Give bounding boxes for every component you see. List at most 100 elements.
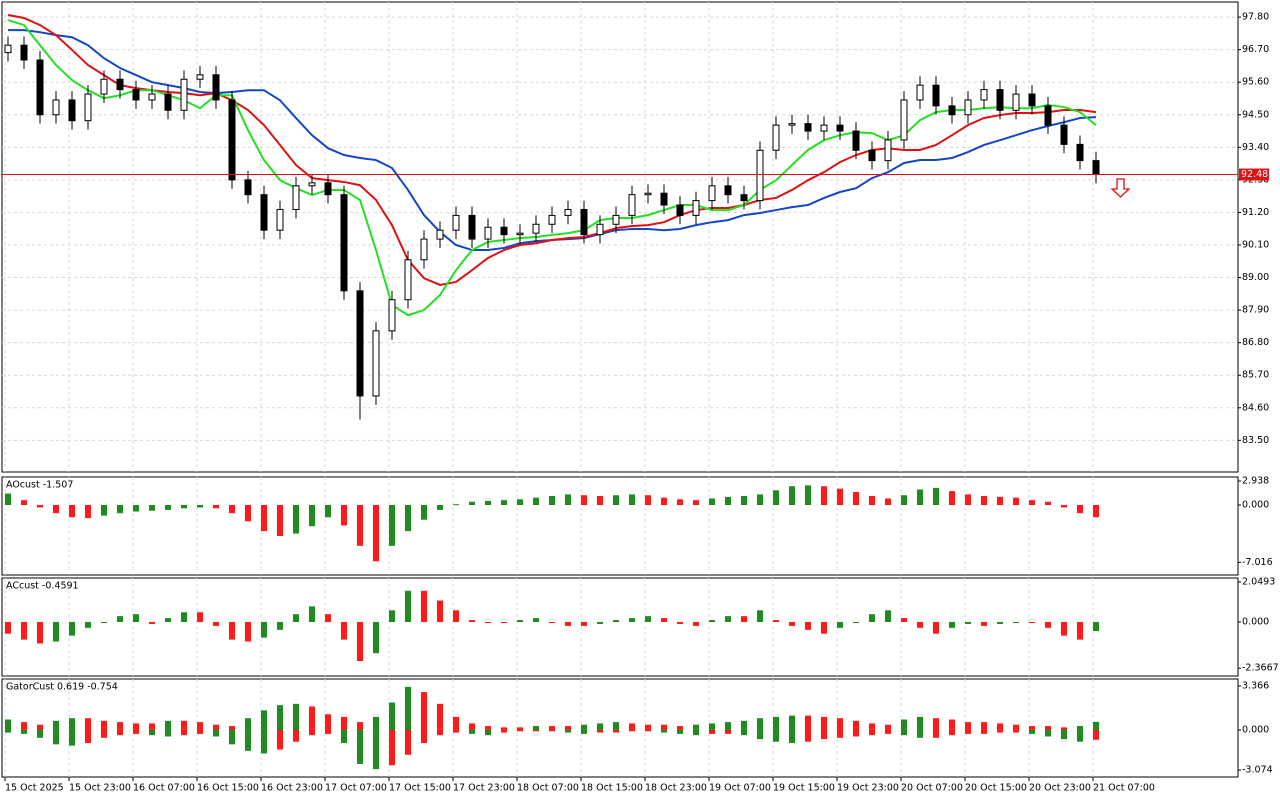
gator-bar — [853, 729, 859, 737]
gator-bar — [421, 692, 427, 730]
candle-body — [4, 44, 12, 54]
histogram-bar — [565, 494, 571, 506]
candle-body — [52, 99, 60, 116]
histogram-bar — [645, 616, 651, 623]
gator-bar — [261, 729, 267, 754]
histogram-bar — [757, 494, 763, 506]
candle-body — [788, 123, 796, 126]
histogram-bar — [789, 622, 795, 626]
x-tick-label: 21 Oct 07:00 — [1093, 783, 1155, 794]
candle-body — [340, 194, 348, 292]
candle-body — [212, 74, 220, 101]
gator-bar — [917, 716, 923, 730]
histogram-bar — [549, 622, 555, 624]
histogram-bar — [85, 505, 91, 519]
histogram-bar — [245, 505, 251, 522]
gator-bar — [181, 729, 187, 736]
histogram-bar — [741, 496, 747, 506]
gator-bar — [389, 702, 395, 730]
gator-bar — [741, 720, 747, 730]
histogram-bar — [709, 498, 715, 506]
gator-bar — [133, 729, 139, 734]
gator-bar — [789, 729, 795, 744]
gator-bar — [1093, 721, 1099, 730]
gator-bar — [949, 719, 955, 730]
histogram-bar — [421, 590, 427, 623]
gator-bar — [293, 729, 299, 742]
candle-body — [100, 78, 108, 95]
gator-bar — [37, 724, 43, 730]
gator-bar — [1077, 726, 1083, 730]
histogram-bar — [677, 499, 683, 506]
gator-bar — [837, 729, 843, 738]
histogram-bar — [373, 505, 379, 562]
histogram-bar — [997, 622, 1003, 624]
y-tick-label: -7.016 — [1242, 557, 1273, 568]
y-tick-label: 0.000 — [1242, 724, 1269, 735]
histogram-bar — [1045, 501, 1051, 506]
gator-bar — [725, 722, 731, 730]
candle-body — [148, 93, 156, 101]
candle-body — [836, 124, 844, 132]
gator-bar — [149, 729, 155, 736]
histogram-bar — [901, 495, 907, 506]
gator-bar — [853, 720, 859, 730]
gator-bar — [373, 729, 379, 770]
histogram-bar — [229, 505, 235, 514]
histogram-bar — [597, 496, 603, 506]
candle-body — [356, 290, 364, 397]
histogram-bar — [965, 622, 971, 624]
candle-body — [372, 330, 380, 397]
candle-body — [388, 299, 396, 332]
gator-bar — [21, 729, 27, 734]
gator-bar — [661, 724, 667, 730]
gator-bar — [501, 729, 507, 733]
histogram-bar — [981, 622, 987, 626]
gator-bar — [277, 705, 283, 730]
histogram-bar — [501, 500, 507, 506]
gator-bar — [757, 718, 763, 730]
histogram-bar — [117, 616, 123, 623]
histogram-bar — [629, 618, 635, 623]
gator-bar — [53, 729, 59, 745]
histogram-bar — [405, 505, 411, 532]
candle-body — [772, 124, 780, 151]
candle-body — [964, 99, 972, 116]
gator-bar — [581, 724, 587, 730]
candle-body — [564, 208, 572, 216]
histogram-bar — [981, 496, 987, 506]
candle-body — [228, 99, 236, 181]
candle-body — [756, 149, 764, 202]
candle-body — [116, 78, 124, 91]
histogram-bar — [341, 505, 347, 526]
histogram-bar — [293, 505, 299, 534]
candle-body — [36, 59, 44, 116]
panel-frame — [1, 678, 1239, 778]
candle-body — [996, 89, 1004, 111]
histogram-bar — [21, 500, 27, 506]
gator-bar — [453, 729, 459, 733]
gator-bar — [1061, 727, 1067, 730]
histogram-bar — [21, 622, 27, 640]
histogram-bar — [885, 610, 891, 623]
gator-bar — [965, 722, 971, 730]
candle-body — [484, 226, 492, 240]
gator-bar — [629, 723, 635, 730]
x-tick-label: 18 Oct 23:00 — [645, 783, 707, 794]
gator-bar — [21, 722, 27, 730]
x-tick-label: 15 Oct 23:00 — [69, 783, 131, 794]
histogram-bar — [949, 622, 955, 628]
gator-bar — [533, 726, 539, 730]
histogram-bar — [149, 622, 155, 624]
histogram-bar — [133, 505, 139, 512]
candle-body — [900, 99, 908, 141]
gator-bar — [1045, 729, 1051, 737]
histogram-bar — [309, 505, 315, 527]
histogram-bar — [517, 620, 523, 623]
candle-body — [1076, 143, 1084, 162]
candle-body — [1012, 93, 1020, 111]
gator-bar — [709, 723, 715, 730]
gator-bar — [917, 729, 923, 738]
x-tick-label: 18 Oct 07:00 — [517, 783, 579, 794]
gator-bar — [533, 729, 539, 732]
